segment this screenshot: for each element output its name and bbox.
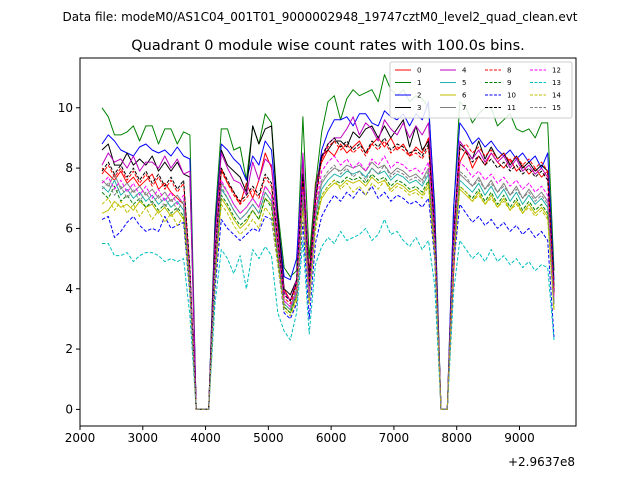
y-tick-label: 0 [65,402,73,416]
series-line-8 [101,140,555,410]
chart-title: Quadrant 0 module wise count rates with … [131,38,525,54]
legend-label-14: 14 [552,92,561,100]
legend-label-0: 0 [417,67,421,75]
series-line-12 [101,155,555,410]
legend-label-6: 6 [462,92,467,100]
legend-label-12: 12 [552,67,561,75]
x-offset-label: +2.9637e8 [508,455,575,469]
legend-label-10: 10 [507,92,516,100]
series-layer [101,74,555,410]
x-tick-label: 3000 [128,431,159,445]
legend-label-2: 2 [417,92,421,100]
plot-frame [79,57,577,427]
x-tick-label: 4000 [190,431,221,445]
x-axis: 2000 3000 4000 5000 6000 7000 8000 9000 [65,426,535,445]
y-tick-label: 2 [65,342,73,356]
series-line-14 [101,179,555,410]
y-tick-label: 6 [65,221,73,235]
series-line-11 [101,137,555,410]
legend-label-4: 4 [462,67,467,75]
series-line-13 [102,218,555,410]
x-tick-label: 7000 [379,431,410,445]
y-tick-label: 10 [58,101,73,115]
series-line-5 [101,167,555,410]
x-tick-label: 6000 [316,431,347,445]
legend-label-5: 5 [462,79,466,87]
legend-label-15: 15 [552,104,561,112]
y-tick-label: 4 [65,282,73,296]
legend-label-1: 1 [417,79,421,87]
series-line-2 [101,101,555,410]
legend-label-8: 8 [507,67,511,75]
series-line-9 [101,173,555,410]
legend-label-9: 9 [507,79,511,87]
series-line-15 [101,164,555,410]
legend-label-7: 7 [462,104,466,112]
series-line-7 [101,161,555,410]
legend-label-13: 13 [552,79,561,87]
y-axis: 0 2 4 6 8 10 [58,101,80,416]
x-tick-label: 8000 [441,431,472,445]
x-tick-label: 9000 [504,431,535,445]
legend-label-3: 3 [417,104,421,112]
legend-label-11: 11 [507,104,516,112]
x-tick-label: 2000 [65,431,96,445]
legend-box [389,61,573,119]
x-tick-label: 5000 [253,431,284,445]
figure-suptitle: Data file: modeM0/AS1C04_001T01_90000029… [62,10,577,24]
y-tick-label: 8 [65,161,73,175]
series-line-3 [101,119,555,410]
plot-area [79,57,577,427]
